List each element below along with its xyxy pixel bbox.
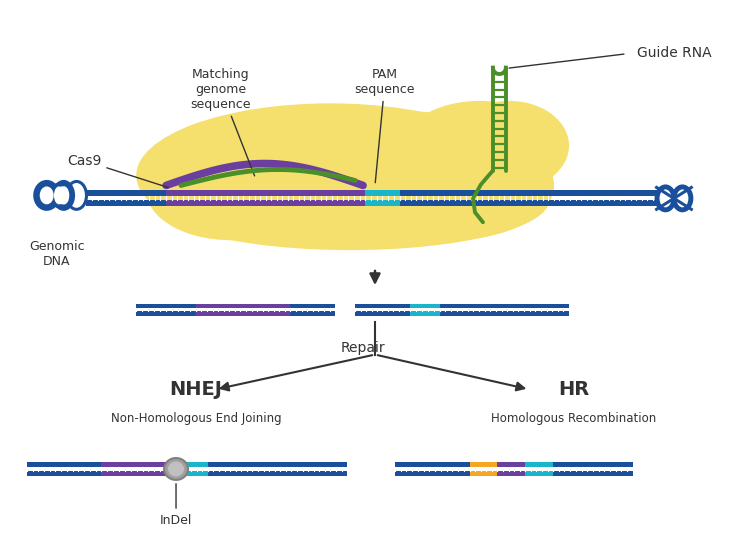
- Bar: [208, 471, 347, 476]
- Ellipse shape: [57, 187, 67, 204]
- Text: HR: HR: [558, 380, 590, 399]
- Bar: [86, 200, 166, 206]
- Text: Guide RNA: Guide RNA: [637, 46, 711, 60]
- Bar: [27, 471, 101, 476]
- Ellipse shape: [168, 461, 184, 477]
- Text: Homologous Recombination: Homologous Recombination: [491, 412, 656, 425]
- Bar: [101, 462, 166, 467]
- Bar: [136, 311, 196, 316]
- Bar: [525, 462, 553, 467]
- Bar: [400, 190, 664, 196]
- Bar: [27, 462, 101, 467]
- Bar: [166, 471, 186, 476]
- Bar: [410, 304, 440, 308]
- Bar: [166, 190, 365, 196]
- Ellipse shape: [34, 181, 58, 209]
- Ellipse shape: [395, 121, 524, 210]
- Ellipse shape: [146, 141, 315, 240]
- Text: NHEJ: NHEJ: [170, 380, 222, 399]
- Bar: [365, 190, 400, 196]
- Bar: [196, 304, 290, 308]
- Ellipse shape: [50, 182, 68, 208]
- Bar: [136, 304, 196, 308]
- Ellipse shape: [671, 184, 693, 212]
- Text: PAM
sequence: PAM sequence: [355, 68, 416, 183]
- Ellipse shape: [164, 458, 188, 480]
- Bar: [101, 471, 166, 476]
- Ellipse shape: [271, 111, 530, 230]
- Bar: [400, 200, 664, 206]
- Bar: [290, 311, 335, 316]
- Bar: [497, 471, 525, 476]
- Ellipse shape: [655, 184, 676, 212]
- Bar: [86, 190, 166, 196]
- Bar: [497, 462, 525, 467]
- Ellipse shape: [136, 103, 524, 248]
- Ellipse shape: [345, 131, 554, 240]
- Ellipse shape: [58, 187, 68, 204]
- Text: Repair: Repair: [340, 341, 385, 354]
- Bar: [186, 471, 208, 476]
- Text: Non-Homologous End Joining: Non-Homologous End Joining: [110, 412, 281, 425]
- Bar: [440, 304, 569, 308]
- Ellipse shape: [56, 182, 74, 208]
- Ellipse shape: [152, 121, 390, 240]
- Bar: [395, 462, 470, 467]
- Ellipse shape: [156, 106, 504, 206]
- Text: Cas9: Cas9: [67, 154, 169, 188]
- Text: InDel: InDel: [160, 484, 192, 527]
- Ellipse shape: [53, 182, 70, 208]
- Ellipse shape: [59, 187, 69, 204]
- Bar: [208, 462, 347, 467]
- Bar: [186, 462, 208, 467]
- Bar: [470, 471, 497, 476]
- Bar: [166, 462, 186, 467]
- Bar: [470, 462, 497, 467]
- Bar: [395, 471, 470, 476]
- Bar: [525, 471, 553, 476]
- Ellipse shape: [54, 181, 74, 209]
- Bar: [166, 200, 365, 206]
- Bar: [196, 311, 290, 316]
- Bar: [290, 304, 335, 308]
- Text: Matching
genome
sequence: Matching genome sequence: [190, 68, 254, 176]
- Bar: [440, 311, 569, 316]
- Ellipse shape: [152, 150, 549, 250]
- Bar: [365, 200, 400, 206]
- Ellipse shape: [676, 189, 688, 207]
- Bar: [553, 462, 633, 467]
- Ellipse shape: [40, 187, 54, 204]
- Bar: [553, 471, 633, 476]
- Bar: [355, 311, 410, 316]
- Ellipse shape: [449, 101, 569, 190]
- Text: Genomic
DNA: Genomic DNA: [28, 240, 85, 268]
- Ellipse shape: [659, 189, 671, 207]
- Ellipse shape: [54, 187, 64, 204]
- Ellipse shape: [400, 101, 559, 200]
- Bar: [355, 304, 410, 308]
- Bar: [410, 311, 440, 316]
